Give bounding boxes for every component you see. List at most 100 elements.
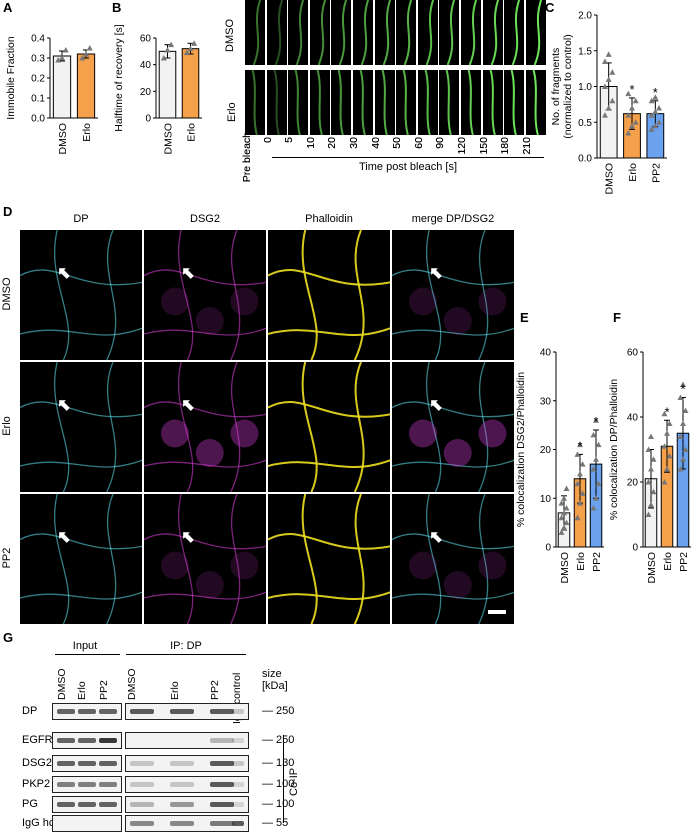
data-point xyxy=(648,97,655,104)
significance-star: * xyxy=(664,404,669,419)
micrograph: ⬉ xyxy=(144,494,266,624)
blot-band xyxy=(232,802,244,807)
data-point xyxy=(656,104,663,111)
blot-input xyxy=(52,796,122,813)
y-axis-label: % colocalization DP/Phalloidin xyxy=(608,379,620,520)
frap-frame xyxy=(374,0,395,65)
micrograph xyxy=(268,362,390,492)
size-marker: — 100 xyxy=(262,778,295,790)
data-point xyxy=(168,41,175,48)
frap-frame xyxy=(266,0,287,65)
data-point xyxy=(648,126,655,132)
data-point xyxy=(666,420,673,426)
frap-row-label-erlo: Erlo xyxy=(226,102,238,122)
ip-header-line xyxy=(126,654,246,655)
frap-frame xyxy=(353,70,374,135)
y-tick-label: 0.2 xyxy=(31,74,45,85)
column-header: merge DP/DSG2 xyxy=(411,213,495,225)
blot-band xyxy=(99,761,117,766)
data-point xyxy=(648,466,654,472)
data-point xyxy=(59,55,65,61)
data-point xyxy=(593,417,599,423)
western-blot-panel: Input IP: DP DMSO Erlo PP2 DMSO Erlo PP2 IgG c… xyxy=(0,640,700,832)
data-point xyxy=(164,47,171,53)
y-tick-label: 20 xyxy=(540,445,552,456)
category-label: DMSO xyxy=(559,552,571,584)
blot-band xyxy=(170,821,194,826)
y-axis-label: Immobile Fraction xyxy=(5,36,17,120)
blot-band xyxy=(57,709,75,714)
data-point xyxy=(590,431,597,438)
input-header-line xyxy=(55,654,120,655)
data-point xyxy=(561,509,567,516)
y-tick-label: 20 xyxy=(627,478,639,489)
y-tick-label: 0 xyxy=(545,543,551,554)
y-tick-label: 0.0 xyxy=(31,114,45,125)
blot-band xyxy=(130,802,154,807)
y-tick-label: 0.4 xyxy=(31,34,45,45)
frap-frame xyxy=(309,0,330,65)
data-point xyxy=(625,90,632,97)
category-label: Erlo xyxy=(81,123,93,142)
data-point xyxy=(561,524,567,530)
frap-frame xyxy=(461,0,482,65)
blot-band xyxy=(99,709,117,714)
data-point xyxy=(601,58,608,64)
blot-band xyxy=(170,802,194,807)
frap-frame xyxy=(331,70,352,135)
y-tick-label: 60 xyxy=(627,348,639,359)
blot-band xyxy=(78,761,96,766)
y-tick-label: 20 xyxy=(140,87,152,98)
blot-row-label: IgG hc xyxy=(22,817,55,829)
data-point xyxy=(563,485,570,491)
data-point xyxy=(632,97,639,104)
blot-band xyxy=(170,761,194,766)
data-point xyxy=(680,381,686,387)
frap-frame xyxy=(439,70,460,135)
micrograph xyxy=(268,230,390,360)
frap-image-panel: DMSO Erlo Pre bleach 0 5 10 20 30 40 50 60 90 120 1… xyxy=(222,0,546,200)
data-point xyxy=(558,529,565,535)
micrograph: ⬉ xyxy=(20,230,142,360)
blot-row-label: PG xyxy=(22,798,38,810)
coip-label: Co-IP xyxy=(288,767,300,796)
frap-frame xyxy=(309,70,330,135)
micrograph: ⬉ xyxy=(144,230,266,360)
blot-row-label: DP xyxy=(22,705,38,717)
blot-band xyxy=(210,738,234,743)
size-marker: — 250 xyxy=(262,734,295,746)
data-point xyxy=(661,410,668,417)
frap-frame xyxy=(331,0,352,65)
y-axis-label: (normalized to control) xyxy=(562,34,574,138)
size-header: size [kDa] xyxy=(262,668,288,692)
data-point xyxy=(558,514,565,521)
frap-frame xyxy=(396,0,417,65)
data-point xyxy=(664,466,670,472)
size-marker: — 130 xyxy=(262,757,295,769)
data-point xyxy=(577,441,583,448)
blot-input xyxy=(52,776,122,793)
y-tick-label: 1.5 xyxy=(578,46,592,57)
micrograph: ⬉ xyxy=(392,230,514,360)
blot-input xyxy=(52,703,122,720)
micrograph xyxy=(268,494,390,624)
frap-frame xyxy=(353,0,374,65)
size-marker: — 250 xyxy=(262,705,295,717)
data-point xyxy=(609,97,616,104)
bar-erlo xyxy=(181,48,200,119)
frap-frame xyxy=(417,70,438,135)
category-label: PP2 xyxy=(650,163,662,183)
significance-star: * xyxy=(680,382,685,397)
blot-band xyxy=(78,782,96,787)
lane-label: DMSO xyxy=(126,668,138,701)
data-point xyxy=(83,51,89,57)
blot-row-label: EGFR xyxy=(22,734,53,746)
micrograph: ⬉ xyxy=(392,494,514,624)
y-tick-label: 60 xyxy=(140,34,152,45)
panel-label-b: B xyxy=(112,0,122,15)
data-point xyxy=(558,500,565,506)
data-point xyxy=(648,501,654,508)
y-tick-label: 0 xyxy=(145,114,151,125)
arrow-icon: ⬉ xyxy=(429,529,443,547)
chart-c: 0.0 0.5 1.0 1.5 2.0 No. of fragments (normaliz… xyxy=(550,11,667,195)
